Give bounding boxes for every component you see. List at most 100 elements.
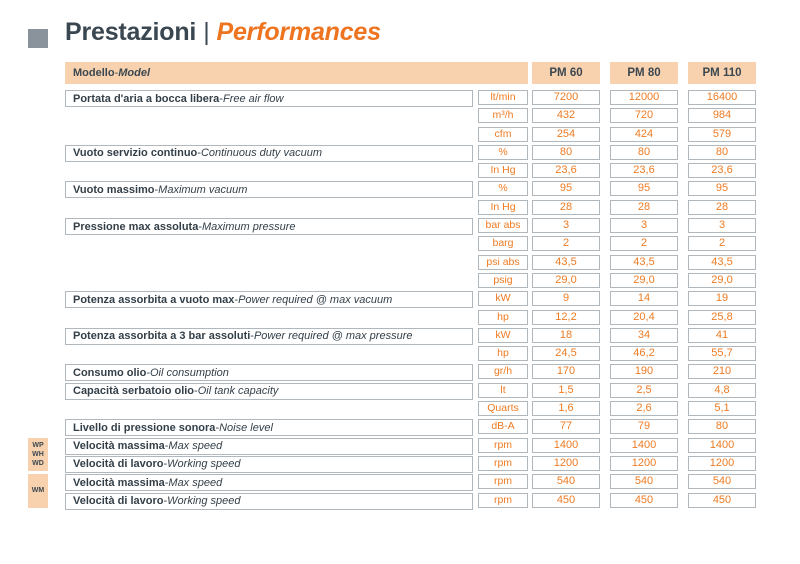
table-row: Livello di pressione sonora - Noise leve…: [65, 419, 756, 437]
model-header-italian: Modello: [73, 67, 115, 79]
value: 28: [610, 199, 678, 215]
row-label-cell: [65, 310, 473, 328]
unit-cell: gr/h: [478, 364, 528, 380]
value-cell: 2: [610, 236, 678, 252]
value: 432: [532, 108, 600, 124]
unit-cell: psi abs: [478, 254, 528, 270]
value: 18: [532, 327, 600, 343]
row-label-english: Working speed: [167, 495, 241, 508]
row-label-english: Oil consumption: [150, 366, 229, 379]
value: 1,6: [532, 401, 600, 417]
table-row: Potenza assorbita a 3 bar assoluti - Pow…: [65, 327, 756, 346]
value: 80: [688, 144, 756, 160]
unit-cell: lt: [478, 382, 528, 398]
unit-cell: bar abs: [478, 218, 528, 234]
value-cell: 540: [610, 474, 678, 490]
value-cell: 2,6: [610, 401, 678, 417]
row-label-cell: [65, 108, 473, 126]
table-row: Pressione max assoluta - Maximum pressur…: [65, 218, 756, 236]
value: 43,5: [532, 254, 600, 270]
row-label: Velocità massima - Max speed: [65, 474, 473, 492]
performance-table: Modello - Model PM 60 PM 80 PM 110 Portata…: [28, 62, 756, 511]
value-cell: 19: [688, 291, 756, 307]
value-cell: 28: [610, 199, 678, 215]
row-label-italian: Potenza assorbita a 3 bar assoluti: [73, 330, 251, 343]
unit-label: rpm: [478, 437, 528, 453]
row-label: Velocità di lavoro - Working speed: [65, 492, 473, 510]
unit-cell: hp: [478, 346, 528, 362]
value: 80: [532, 144, 600, 160]
table-row: Quarts 1,6 2,6 5,1: [65, 401, 756, 419]
title-separator: |: [203, 18, 210, 46]
value: 4,8: [688, 382, 756, 398]
unit-cell: rpm: [478, 455, 528, 471]
row-label-english: Free air flow: [222, 92, 284, 105]
table-row: In Hg 23,6 23,6 23,6: [65, 163, 756, 181]
value: 19: [688, 291, 756, 307]
value-cell: 1,6: [532, 401, 600, 417]
value-cell: 80: [688, 144, 756, 160]
value-cell: 23,6: [532, 163, 600, 179]
value-cell: 540: [532, 474, 600, 490]
unit-label: kW: [478, 327, 528, 343]
value-cell: 80: [532, 144, 600, 160]
value: 77: [532, 419, 600, 435]
value-cell: 190: [610, 364, 678, 380]
unit-cell: %: [478, 144, 528, 160]
unit-cell: cfm: [478, 126, 528, 142]
value-cell: 12000: [610, 90, 678, 105]
value: 450: [610, 492, 678, 508]
title-english: Performances: [216, 18, 381, 46]
row-label-dash: -: [219, 92, 223, 105]
table-row: Velocità di lavoro - Working speed rpm 4…: [65, 492, 756, 511]
value-cell: 79: [610, 419, 678, 435]
model-header-english: Model: [118, 67, 151, 79]
model-column-header: PM 110: [688, 62, 756, 84]
value: 2,6: [610, 401, 678, 417]
model-column-header: PM 60: [532, 62, 600, 84]
value-cell: 46,2: [610, 346, 678, 362]
value-cell: 432: [532, 108, 600, 124]
unit-label: m³/h: [478, 108, 528, 124]
unit-label: %: [478, 181, 528, 197]
value: 2: [688, 236, 756, 252]
value-cell: 579: [688, 126, 756, 142]
value-cell: 80: [610, 144, 678, 160]
value-cell: 450: [688, 492, 756, 508]
value: 450: [532, 492, 600, 508]
value: 43,5: [688, 254, 756, 270]
row-label-cell: Livello di pressione sonora - Noise leve…: [65, 419, 473, 437]
value: 1200: [610, 455, 678, 471]
unit-label: %: [478, 144, 528, 160]
value: 720: [610, 108, 678, 124]
value: 25,8: [688, 309, 756, 325]
value-cell: 80: [688, 419, 756, 435]
row-label-cell: [65, 255, 473, 273]
value-cell: 4,8: [688, 382, 756, 398]
unit-label: bar abs: [478, 218, 528, 234]
value: 540: [532, 474, 600, 490]
row-label: Pressione max assoluta - Maximum pressur…: [65, 218, 473, 236]
value: 170: [532, 364, 600, 380]
row-label: Consumo olio - Oil consumption: [65, 364, 473, 382]
row-label: Velocità di lavoro - Working speed: [65, 455, 473, 473]
row-label-english: Noise level: [219, 421, 273, 434]
row-label-dash: -: [154, 183, 159, 196]
value: 12,2: [532, 309, 600, 325]
value: 424: [610, 126, 678, 142]
row-label-cell: Pressione max assoluta - Maximum pressur…: [65, 218, 473, 236]
value: 29,0: [610, 272, 678, 288]
value: 2,5: [610, 382, 678, 398]
value: 1200: [532, 455, 600, 471]
unit-label: barg: [478, 236, 528, 252]
row-label: Potenza assorbita a 3 bar assoluti - Pow…: [65, 327, 473, 345]
row-label-dash: -: [250, 330, 254, 343]
unit-cell: m³/h: [478, 108, 528, 124]
model-header: Modello - Model: [65, 62, 528, 84]
value-cell: 55,7: [688, 346, 756, 362]
value-cell: 2,5: [610, 382, 678, 398]
value-cell: 18: [532, 327, 600, 343]
value: 80: [688, 419, 756, 435]
value-cell: 20,4: [610, 309, 678, 325]
model-group-tab: WP WH WD: [28, 437, 48, 471]
